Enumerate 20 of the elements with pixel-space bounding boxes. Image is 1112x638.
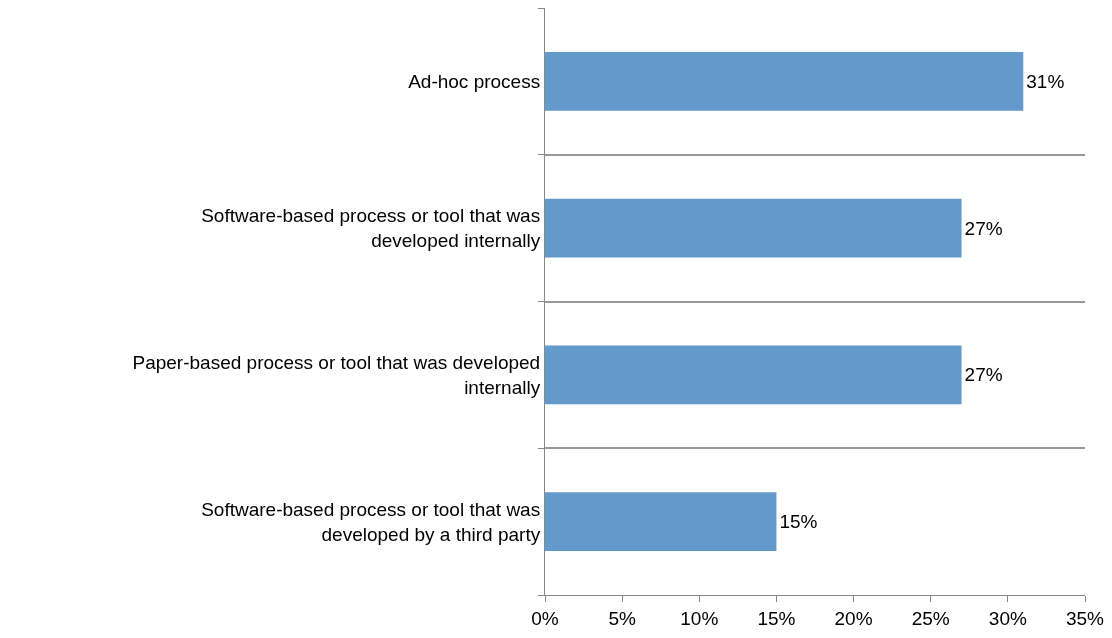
y-tick-label: Paper-based process or tool that was developed internally [132,352,541,398]
x-tick-label: 0% [531,607,559,629]
x-tick-label: 35% [1065,607,1105,629]
x-tick-label: 5% [608,607,636,629]
bar [545,345,962,405]
data-label: 27% [964,364,1003,386]
x-tick-label: 20% [834,607,873,629]
x-tick-label: 30% [988,607,1027,629]
x-tick-label: 15% [757,607,796,629]
bar [545,198,962,258]
data-label: 31% [1026,70,1065,92]
data-label: 15% [779,511,818,533]
data-label: 27% [964,217,1003,239]
y-tick-label: Ad-hoc process [408,71,541,93]
bar [545,52,1024,111]
y-tick-label: Software-based process or tool that was developed by a third party [201,498,541,545]
x-tick-label: 10% [680,607,719,629]
y-tick-label: Software-based process or tool that was developed internally [201,205,541,252]
x-tick-label: 25% [911,607,950,629]
bar [545,492,777,551]
